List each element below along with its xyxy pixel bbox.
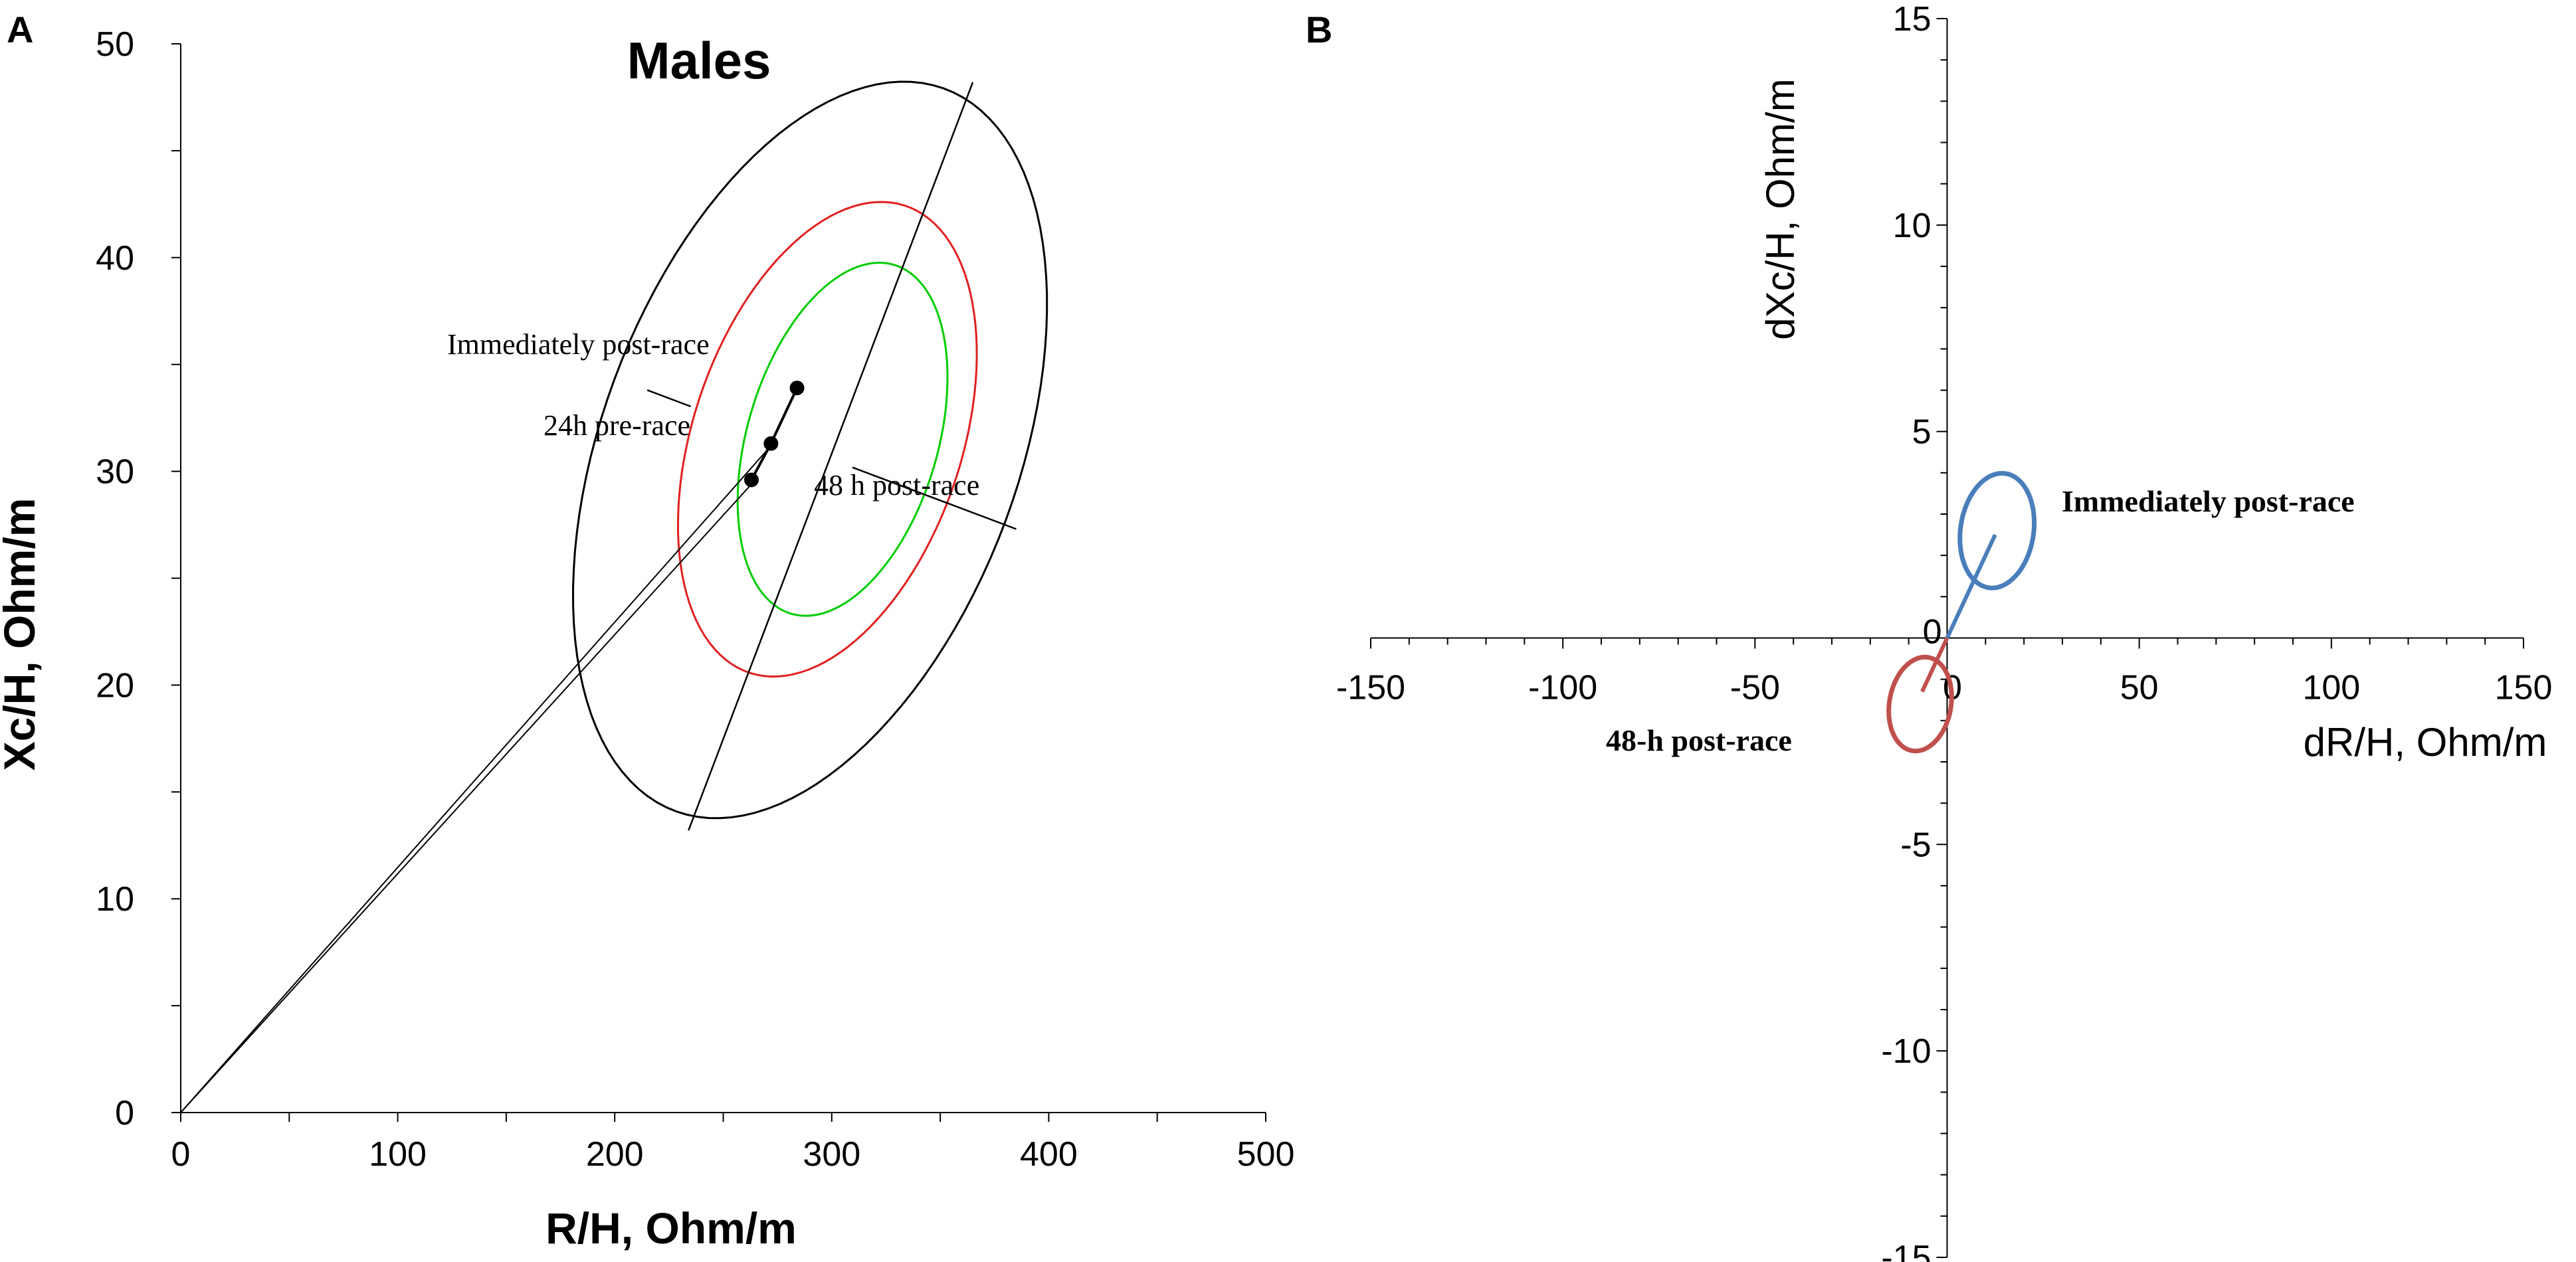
vector-48h-post-race <box>1920 637 1949 693</box>
panel-b-x-tick-label: -50 <box>1730 669 1780 707</box>
panel-b-y-tick-label: 10 <box>1893 207 1932 245</box>
panel-a-y-tick-label: 0 <box>115 1094 134 1132</box>
data-point <box>789 381 805 396</box>
ellipse-major-axis <box>688 82 974 831</box>
panel-a: A Males 0 100 200 300 400 500 0 10 20 30 40 50 Imme… <box>0 9 1294 1253</box>
data-point <box>743 472 759 488</box>
panel-a-ylabel: Xc/H, Ohm/m <box>0 498 44 771</box>
panel-b-label: B <box>1306 9 1332 50</box>
panel-a-x-tick-label: 200 <box>586 1135 644 1174</box>
panel-b-x-tick-label: 100 <box>2302 669 2360 707</box>
tolerance-ellipse-50pct <box>736 261 949 617</box>
panel-a-xlabel: R/H, Ohm/m <box>545 1204 797 1253</box>
panel-b-x-tick-label: -100 <box>1528 669 1597 707</box>
panel-a-title: Males <box>627 31 771 90</box>
impedance-vector <box>180 484 752 1113</box>
tolerance-ellipse-75pct <box>677 201 978 678</box>
panel-a-y-tick-label: 50 <box>96 25 134 64</box>
panel-b-x-tick-label: 50 <box>2120 669 2159 707</box>
panel-b-y-tick-label: -10 <box>1881 1032 1931 1071</box>
panel-a-x-tick-label: 400 <box>1020 1135 1078 1174</box>
label-b-immediately-post-race: Immediately post-race <box>2062 484 2355 518</box>
ellipse-minor-axis <box>646 389 1017 530</box>
panel-b-ylabel: dXc/H, Ohm/m <box>1758 78 1803 339</box>
label-b-48h-post-race: 48-h post-race <box>1606 723 1792 757</box>
panel-a-y-tick-label: 10 <box>96 880 134 919</box>
panel-a-x-tick-label: 100 <box>369 1135 427 1174</box>
panel-b-y-tick-label: -5 <box>1900 826 1931 864</box>
label-immediately-post-race: Immediately post-race <box>447 328 710 361</box>
panel-a-x-tick-label: 300 <box>803 1135 860 1174</box>
trajectory-segment <box>769 387 799 444</box>
panel-a-y-tick-label: 30 <box>96 453 134 492</box>
ellipse-immediately-post-race <box>1957 471 2037 590</box>
data-point <box>763 436 779 451</box>
panel-b-x-tick-label: 150 <box>2495 669 2553 707</box>
panel-b-x-tick-label: -150 <box>1336 669 1405 707</box>
panel-b-y-tick-label: 5 <box>1912 413 1932 452</box>
panel-b-y-tick-label: -15 <box>1881 1239 1931 1262</box>
panel-a-x-tick-label: 500 <box>1237 1135 1295 1174</box>
panel-a-label: A <box>7 9 33 50</box>
panel-a-y-tick-label: 20 <box>96 666 134 705</box>
panel-b-xlabel: dR/H, Ohm/m <box>2304 720 2547 765</box>
panel-a-y-tick-label: 40 <box>96 239 134 278</box>
impedance-vector <box>180 445 772 1113</box>
ellipse-48h-post-race <box>1886 654 1954 754</box>
panel-a-x-tick-label: 0 <box>171 1135 191 1174</box>
panel-b-y-tick-label: 0 <box>1923 613 1942 652</box>
label-24h-pre-race: 24h pre-race <box>544 409 690 442</box>
tolerance-ellipse-95pct <box>571 80 1048 820</box>
vector-immediately-post-race <box>1945 533 1997 639</box>
panel-b-y-tick-label: 15 <box>1893 0 1932 39</box>
label-48h-post-race: 48 h post-race <box>814 469 979 501</box>
